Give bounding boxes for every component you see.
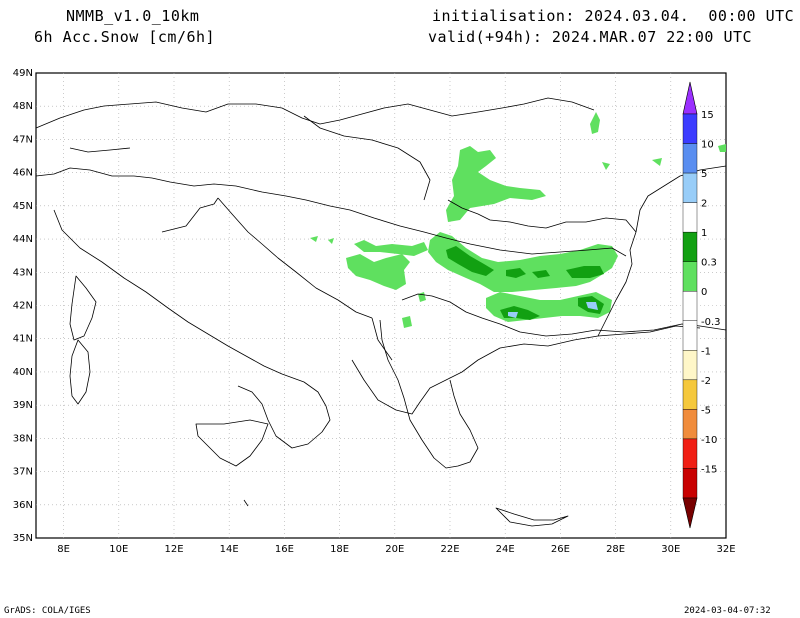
lon-tick-label: 16E <box>275 544 294 555</box>
snow-dark-rhodopes <box>500 296 604 320</box>
colorbar-cell <box>682 409 698 440</box>
colorbar-cell <box>682 202 698 233</box>
lat-tick-label: 42N <box>13 301 33 312</box>
lon-tick-label: 28E <box>606 544 625 555</box>
footer-left: GrADS: COLA/IGES <box>4 606 91 616</box>
lat-tick-label: 37N <box>13 467 33 478</box>
snow-dark-bulgaria-mid <box>506 268 550 278</box>
snow-albania-spot <box>402 292 426 328</box>
colorbar-label: -2 <box>701 376 711 387</box>
lat-tick-label: 41N <box>13 334 33 345</box>
init-time: initialisation: 2024.03.04. 00:00 UTC <box>432 7 795 25</box>
colorbar-cell <box>682 261 698 292</box>
colorbar-label: -1 <box>701 346 711 357</box>
snow-shading <box>310 112 726 328</box>
colorbar-cell <box>682 350 698 381</box>
colorbar-label: -15 <box>701 464 717 475</box>
colorbar-cell <box>682 172 698 203</box>
snow-montenegro <box>346 254 410 290</box>
colorbar-bottom-arrow <box>682 497 698 529</box>
lat-tick-label: 40N <box>13 367 33 378</box>
lat-tick-label: 49N <box>13 68 33 79</box>
snow-romania-plateau <box>446 146 546 222</box>
lon-tick-label: 22E <box>440 544 459 555</box>
colorbar-label: -0.3 <box>701 317 721 328</box>
colorbar-label: 0.3 <box>701 258 717 269</box>
lon-tick-label: 14E <box>220 544 239 555</box>
lat-tick-label: 36N <box>13 500 33 511</box>
lat-tick-label: 47N <box>13 134 33 145</box>
field-title: 6h Acc.Snow [cm/6h] <box>34 28 216 46</box>
lon-tick-label: 32E <box>716 544 735 555</box>
lat-tick-label: 39N <box>13 400 33 411</box>
coastlines-borders <box>35 97 727 527</box>
snow-dark-bulgaria-east <box>566 266 604 278</box>
lat-tick-label: 46N <box>13 168 33 179</box>
lon-tick-label: 30E <box>661 544 680 555</box>
colorbar-label: 15 <box>701 110 714 121</box>
lon-tick-label: 24E <box>496 544 515 555</box>
snow-lightblue-peaks <box>508 302 598 318</box>
lat-tick-label: 45N <box>13 201 33 212</box>
colorbar-label: 5 <box>701 169 707 180</box>
colorbar-cell <box>682 320 698 351</box>
snow-serbia-strip <box>354 240 428 256</box>
colorbar: 15 10 5 2 1 0.3 0 -0.3 -1 -2 -5 -10 -15 <box>682 81 721 529</box>
model-title: NMMB_v1.0_10km <box>66 7 200 25</box>
colorbar-cell <box>682 231 698 262</box>
colorbar-label: 2 <box>701 199 707 210</box>
colorbar-label: 0 <box>701 287 707 298</box>
colorbar-label: -5 <box>701 405 711 416</box>
colorbar-label: 10 <box>701 140 714 151</box>
footer-right: 2024-03-04-07:32 <box>684 606 771 616</box>
lon-tick-label: 8E <box>57 544 70 555</box>
colorbar-cell <box>682 113 698 144</box>
colorbar-label: -10 <box>701 435 717 446</box>
valid-time: valid(+94h): 2024.MAR.07 22:00 UTC <box>428 28 753 46</box>
colorbar-cell <box>682 379 698 410</box>
lon-tick-label: 26E <box>551 544 570 555</box>
lat-tick-label: 44N <box>13 234 33 245</box>
lat-tick-label: 43N <box>13 267 33 278</box>
lon-tick-label: 18E <box>330 544 349 555</box>
lat-tick-label: 38N <box>13 433 33 444</box>
colorbar-cell <box>682 291 698 321</box>
snow-carpathian-patch <box>590 112 600 134</box>
lat-tick-label: 35N <box>13 533 33 544</box>
snow-bulgaria <box>428 232 618 292</box>
lat-tick-label: 48N <box>13 101 33 112</box>
lon-tick-label: 10E <box>109 544 128 555</box>
colorbar-cell <box>682 468 698 499</box>
colorbar-cell <box>682 438 698 469</box>
lon-tick-label: 20E <box>385 544 404 555</box>
colorbar-label: 1 <box>701 228 707 239</box>
colorbar-cell <box>682 143 698 174</box>
snow-dark-bulgaria-west <box>446 246 494 276</box>
lon-tick-label: 12E <box>164 544 183 555</box>
